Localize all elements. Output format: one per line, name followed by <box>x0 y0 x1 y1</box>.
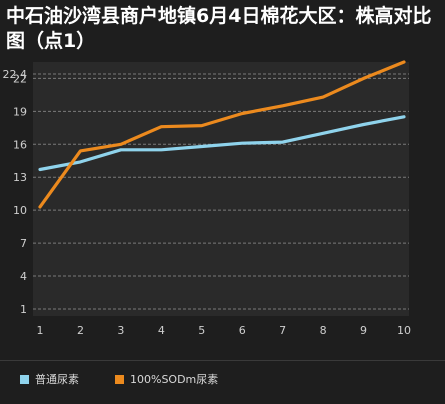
plot-area <box>33 62 409 316</box>
legend-item-series-2: 100%SODm尿素 <box>115 371 218 387</box>
y-tick-label: 19 <box>13 105 27 118</box>
legend-item-series-1: 普通尿素 <box>20 371 79 387</box>
y-tick-label: 10 <box>13 204 27 217</box>
y-tick-label: 22.4 <box>3 68 28 81</box>
x-tick-label: 2 <box>77 324 84 337</box>
y-tick-label: 13 <box>13 171 27 184</box>
y-tick-label: 7 <box>20 237 27 250</box>
y-tick-label: 16 <box>13 138 27 151</box>
x-tick-label: 9 <box>360 324 367 337</box>
x-tick-label: 5 <box>198 324 205 337</box>
x-tick-label: 3 <box>117 324 124 337</box>
x-tick-label: 1 <box>37 324 44 337</box>
series-lines <box>38 60 406 209</box>
legend-label-series-1: 普通尿素 <box>35 373 79 386</box>
x-tick-label: 7 <box>279 324 286 337</box>
chart-title: 中石油沙湾县商户地镇6月4日棉花大区：株高对比图（点1） <box>6 5 432 52</box>
x-tick-label: 8 <box>320 324 327 337</box>
y-tick-label: 4 <box>20 270 27 283</box>
x-tick-label: 10 <box>397 324 411 337</box>
series-line-2 <box>38 60 406 209</box>
y-tick-label: 1 <box>20 303 27 316</box>
series-line-1 <box>38 115 406 172</box>
x-axis-ticks: 1 2 3 4 5 6 7 8 9 10 <box>37 324 412 337</box>
legend-swatch-series-2 <box>115 374 124 384</box>
legend-label-series-2: 100%SODm尿素 <box>130 373 219 386</box>
legend-swatch-series-1 <box>20 374 29 384</box>
legend: 普通尿素 100%SODm尿素 <box>0 360 445 404</box>
x-tick-label: 6 <box>239 324 246 337</box>
grid-lines <box>33 73 409 310</box>
x-tick-label: 4 <box>158 324 165 337</box>
y-tick-label: 22 <box>13 72 27 85</box>
